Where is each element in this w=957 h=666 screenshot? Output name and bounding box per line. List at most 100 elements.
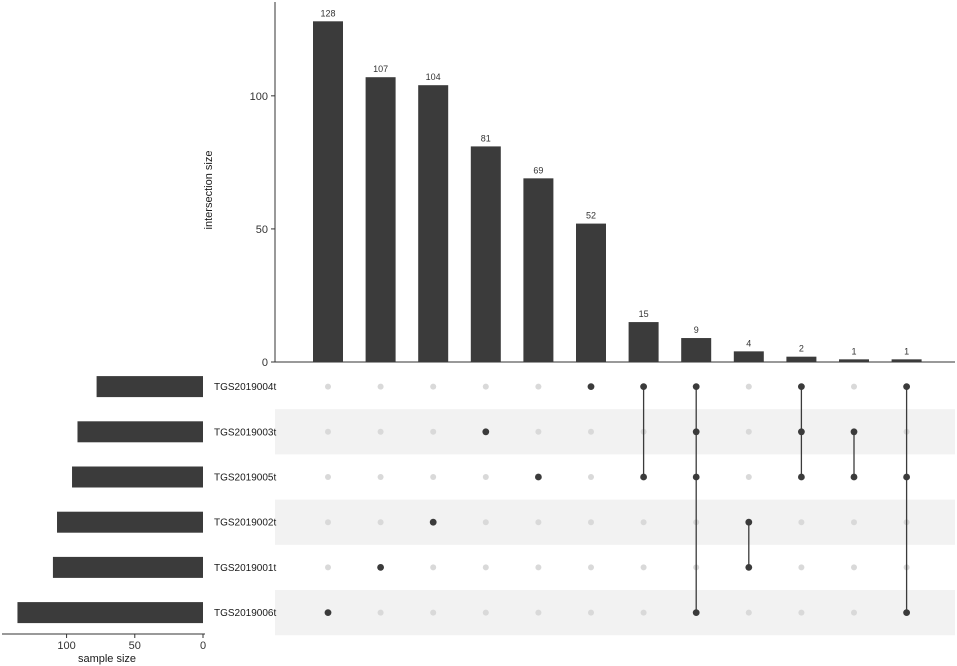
intersection-bar <box>523 178 554 362</box>
matrix-dot-inactive <box>535 383 542 390</box>
matrix-dot-inactive <box>851 383 857 390</box>
matrix-dot-inactive <box>535 428 542 435</box>
intersection-bar-label: 15 <box>639 309 649 319</box>
intersection-bars <box>313 21 922 363</box>
intersection-bar <box>576 223 606 362</box>
intersection-bar <box>628 322 659 362</box>
matrix-dot-inactive <box>640 519 647 526</box>
set-tick-label: 0 <box>200 640 206 652</box>
stripe-TGS2019002t <box>275 499 955 545</box>
matrix-dot-inactive <box>430 428 437 435</box>
intersection-bar-label: 52 <box>586 211 596 221</box>
intersection-bar <box>365 77 396 363</box>
matrix-dot-inactive <box>325 474 331 480</box>
set-label: TGS2019001t <box>214 563 276 574</box>
matrix-dot-inactive <box>745 609 752 616</box>
matrix-dot-inactive <box>482 564 489 571</box>
matrix-dot-inactive <box>798 564 805 571</box>
intersection-bar <box>313 21 343 363</box>
matrix-connectors <box>642 386 908 613</box>
stripe-TGS2019003t <box>275 409 955 455</box>
intersection-matrix <box>324 383 910 616</box>
matrix-dot-inactive <box>377 383 384 390</box>
intersection-bar <box>891 359 922 362</box>
matrix-dot-inactive <box>377 428 384 435</box>
matrix-dot-inactive <box>325 564 331 571</box>
matrix-dot-inactive <box>482 519 489 526</box>
matrix-dot-inactive <box>377 609 384 616</box>
matrix-dot-inactive <box>430 474 437 480</box>
matrix-stripes <box>275 409 955 636</box>
matrix-dot-active <box>377 564 384 571</box>
matrix-dot-inactive <box>640 609 647 616</box>
set-size-bar <box>17 602 204 624</box>
intersection-bar-label: 1 <box>851 346 856 356</box>
matrix-dot-active <box>587 383 595 390</box>
set-label: TGS2019004t <box>214 382 276 393</box>
y-tick-label: 50 <box>256 224 268 236</box>
set-labels: TGS2019004t TGS2019003t TGS2019005t TGS2019… <box>214 382 276 619</box>
set-tick-label: 100 <box>57 640 75 652</box>
matrix-dot-inactive <box>482 383 489 390</box>
matrix-dot-active <box>535 473 542 481</box>
set-size-bar <box>52 556 203 578</box>
matrix-dot-inactive <box>745 383 752 390</box>
intersection-bar-label: 2 <box>799 344 804 354</box>
y-axis-title: intersection size <box>203 151 215 230</box>
matrix-dot-inactive <box>430 564 437 571</box>
x-axis-title: sample size <box>78 653 136 665</box>
set-size-axis-ticks: 100 50 0 <box>57 634 206 652</box>
intersection-bar-label: 81 <box>481 133 491 143</box>
intersection-bar <box>418 85 449 362</box>
matrix-dot-active <box>324 609 332 616</box>
matrix-dots <box>324 383 910 616</box>
intersection-bar-label: 107 <box>373 64 388 74</box>
matrix-dot-inactive <box>325 383 331 390</box>
matrix-dot-inactive <box>430 609 437 616</box>
matrix-dot-inactive <box>745 428 752 435</box>
matrix-dot-inactive <box>588 428 594 435</box>
matrix-dot-inactive <box>535 564 542 571</box>
matrix-dot-inactive <box>482 609 489 616</box>
matrix-dot-inactive <box>588 564 594 571</box>
matrix-dot-inactive <box>851 609 857 616</box>
matrix-dot-inactive <box>325 519 331 526</box>
set-label: TGS2019005t <box>214 473 276 484</box>
set-label: TGS2019003t <box>214 427 276 438</box>
set-size-bar <box>72 466 204 488</box>
intersection-bar-label: 9 <box>694 325 699 335</box>
matrix-dot-inactive <box>640 564 647 571</box>
intersection-bar-chart: 0 50 100 128 107 104 81 69 52 15 9 4 2 1 1 intersecti… <box>203 2 955 369</box>
y-tick-label: 100 <box>250 91 268 103</box>
intersection-bar-labels: 128 107 104 81 69 52 15 9 4 2 1 1 <box>320 8 909 356</box>
matrix-dot-inactive <box>377 474 384 480</box>
set-size-bar <box>77 421 203 443</box>
intersection-bar-label: 69 <box>533 165 543 175</box>
matrix-dot-active <box>482 428 490 436</box>
matrix-dot-inactive <box>377 519 384 526</box>
matrix-dot-inactive <box>588 519 594 526</box>
matrix-dot-inactive <box>430 383 437 390</box>
intersection-bar <box>470 146 501 362</box>
set-tick-label: 50 <box>129 640 141 652</box>
intersection-bar-label: 104 <box>426 72 441 82</box>
set-size-bar <box>57 511 204 533</box>
set-size-chart: TGS2019004t TGS2019003t TGS2019005t TGS2019… <box>2 376 276 665</box>
set-label: TGS2019002t <box>214 518 276 529</box>
matrix-dot-inactive <box>798 519 805 526</box>
stripe-TGS2019006t <box>275 590 955 636</box>
matrix-dot-inactive <box>325 428 331 435</box>
intersection-bar <box>786 356 817 362</box>
matrix-dot-inactive <box>588 474 594 480</box>
matrix-dot-inactive <box>745 474 752 480</box>
matrix-dot-inactive <box>851 564 857 571</box>
matrix-dot-inactive <box>798 609 805 616</box>
intersection-bar <box>839 359 869 362</box>
intersection-bar <box>733 351 764 362</box>
matrix-dot-active <box>429 518 437 526</box>
intersection-bar-label: 1 <box>904 346 909 356</box>
matrix-dot-inactive <box>588 609 594 616</box>
matrix-dot-inactive <box>482 474 489 480</box>
y-tick-label: 0 <box>262 357 268 369</box>
